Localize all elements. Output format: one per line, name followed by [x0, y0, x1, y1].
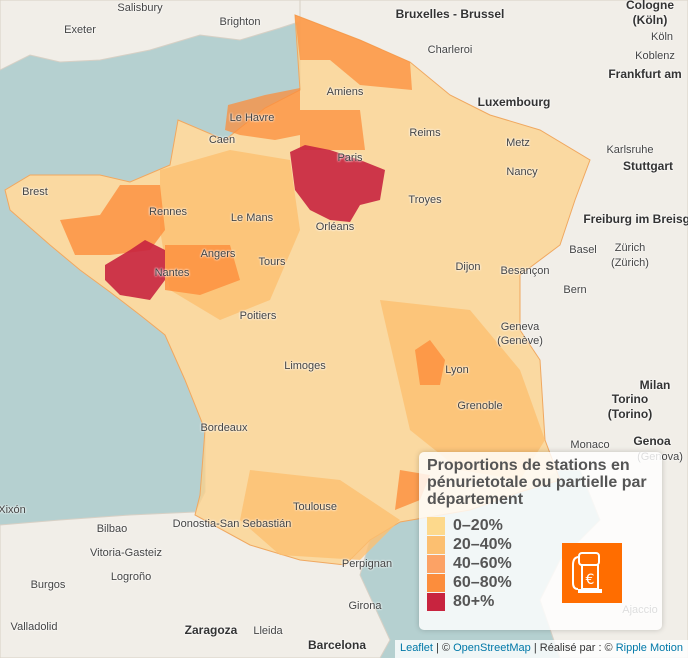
osm-link[interactable]: OpenStreetMap — [453, 642, 531, 654]
legend-swatch — [427, 535, 445, 554]
city-label: Xixón — [0, 504, 26, 516]
fuel-pump-euro-icon: € — [562, 543, 622, 603]
legend-label: 0–20% — [453, 516, 503, 534]
city-label: Le Havre — [229, 112, 275, 124]
city-label: Exeter — [64, 24, 96, 36]
city-label: (Genève) — [497, 335, 543, 347]
legend-item: 80+% — [427, 592, 654, 611]
city-label: Orléans — [315, 221, 355, 233]
city-label: Dijon — [455, 261, 481, 273]
city-label: Caen — [208, 134, 236, 146]
city-label: Milan — [639, 378, 671, 392]
city-label: Perpignan — [341, 558, 393, 570]
city-label: Bern — [563, 284, 587, 296]
region-normandy-60-80 — [225, 88, 365, 150]
city-label: Koblenz — [635, 50, 675, 62]
ripple-motion-link[interactable]: Ripple Motion — [615, 642, 683, 654]
city-label: Torino — [611, 392, 649, 406]
city-label: Toulouse — [292, 501, 338, 513]
city-label: Brighton — [219, 16, 261, 28]
city-label: Geneva — [500, 321, 540, 333]
city-label: Troyes — [408, 194, 442, 206]
city-label: Girona — [348, 600, 382, 612]
legend-label: 60–80% — [453, 573, 512, 591]
city-label: Limoges — [284, 360, 326, 372]
city-label: Salisbury — [117, 2, 163, 14]
attribution-text: | Réalisé par : © — [530, 642, 616, 654]
legend-item: 20–40% — [427, 535, 654, 554]
city-label: Tours — [258, 256, 286, 268]
city-label: Köln — [650, 31, 674, 43]
city-label: Metz — [506, 137, 530, 149]
city-label: Logroño — [110, 571, 152, 583]
city-label: Frankfurt am — [608, 67, 682, 81]
city-label: Besançon — [500, 265, 550, 277]
city-label: Bruxelles - Brussel — [395, 7, 505, 21]
region-lyon-60-80 — [395, 340, 445, 510]
city-label: Basel — [569, 244, 597, 256]
city-label: Lyon — [445, 364, 469, 376]
city-label: Lleida — [253, 625, 283, 637]
city-label: Charleroi — [427, 44, 473, 56]
city-label: Valladolid — [10, 621, 58, 633]
city-label: Burgos — [30, 579, 66, 591]
city-label: Angers — [200, 248, 236, 260]
city-label: Nancy — [506, 166, 538, 178]
attribution: Leaflet | © OpenStreetMap | Réalisé par … — [394, 640, 688, 658]
city-label: Zürich — [614, 242, 646, 254]
city-label: Donostia-San Sebastián — [172, 518, 292, 530]
city-label: Nantes — [154, 267, 190, 279]
legend-title: Proportions de stations en pénurietotale… — [427, 457, 647, 508]
legend-swatch — [427, 592, 445, 611]
city-label: Paris — [337, 152, 363, 164]
city-label: Le Mans — [230, 212, 274, 224]
city-label: (Zürich) — [611, 257, 649, 269]
city-label: Cologne — [626, 0, 674, 12]
legend-item: 60–80% — [427, 573, 654, 592]
city-label: Bordeaux — [200, 422, 248, 434]
city-label: Grenoble — [457, 400, 503, 412]
city-label: Freiburg im Breisga — [583, 212, 688, 226]
region-brittany-60-80 — [60, 185, 240, 295]
region-paris-80plus — [290, 145, 385, 222]
attribution-text: | © — [432, 642, 454, 654]
city-label: (Torino) — [607, 407, 653, 421]
legend: Proportions de stations en pénurietotale… — [419, 452, 662, 630]
city-label: Bilbao — [96, 523, 128, 535]
city-label: Barcelona — [307, 638, 367, 652]
legend-label: 20–40% — [453, 535, 512, 553]
legend-label: 40–60% — [453, 554, 512, 572]
legend-swatch — [427, 516, 445, 535]
city-label: Reims — [409, 127, 441, 139]
city-label: Zaragoza — [184, 623, 238, 637]
legend-item: 40–60% — [427, 554, 654, 573]
city-label: (Köln) — [632, 13, 668, 27]
svg-text:€: € — [586, 572, 595, 588]
leaflet-link[interactable]: Leaflet — [399, 642, 433, 654]
city-label: Rennes — [149, 206, 187, 218]
city-label: Genoa — [633, 434, 671, 448]
city-label: Vitoria-Gasteiz — [90, 547, 162, 559]
region-nantes-80plus — [105, 240, 165, 300]
city-label: Karlsruhe — [606, 144, 654, 156]
city-label: Monaco — [570, 439, 610, 451]
region-north-60-80 — [295, 15, 412, 90]
legend-swatch — [427, 554, 445, 573]
city-label: Stuttgart — [623, 159, 673, 173]
city-label: Brest — [22, 186, 48, 198]
city-label: Luxembourg — [477, 95, 551, 109]
legend-swatch — [427, 573, 445, 592]
city-label: Amiens — [326, 86, 364, 98]
legend-label: 80+% — [453, 592, 495, 610]
city-label: Poitiers — [239, 310, 277, 322]
legend-item: 0–20% — [427, 516, 654, 535]
